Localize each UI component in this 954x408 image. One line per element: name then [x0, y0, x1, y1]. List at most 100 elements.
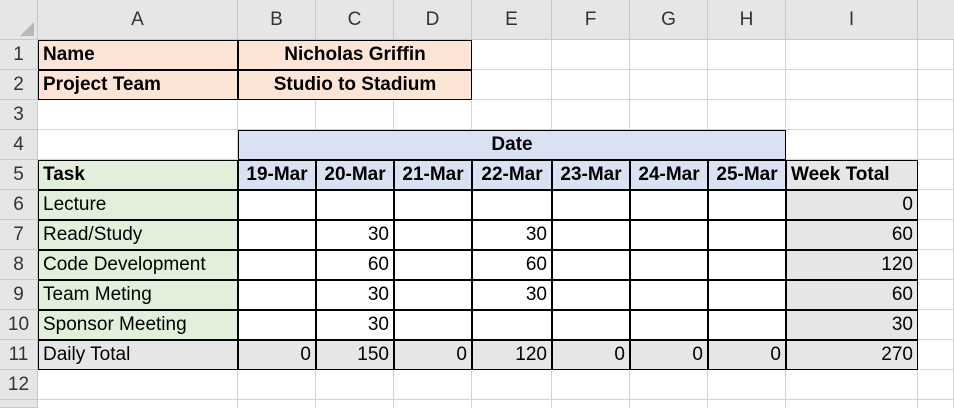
grid-cell[interactable]	[38, 370, 238, 400]
date-column-header-21-mar[interactable]: 21-Mar	[394, 160, 472, 190]
grid-cell[interactable]	[472, 70, 552, 100]
row-header-10[interactable]: 10	[0, 310, 38, 340]
grid-cell[interactable]	[552, 70, 630, 100]
grid-cell[interactable]	[238, 100, 316, 130]
task-value-cell[interactable]	[394, 220, 472, 250]
daily-total-cell[interactable]: 0	[394, 340, 472, 370]
task-value-cell[interactable]	[630, 250, 708, 280]
daily-total-label-cell[interactable]: Daily Total	[38, 340, 238, 370]
grid-cell[interactable]	[708, 370, 786, 400]
daily-total-cell[interactable]: 150	[316, 340, 394, 370]
column-header-f[interactable]: F	[552, 0, 630, 40]
task-value-cell[interactable]	[708, 190, 786, 220]
task-value-cell[interactable]	[238, 310, 316, 340]
grid-cell[interactable]	[918, 310, 954, 340]
date-column-header-24-mar[interactable]: 24-Mar	[630, 160, 708, 190]
column-header-c[interactable]: C	[316, 0, 394, 40]
date-header-cell[interactable]: Date	[238, 130, 786, 160]
grid-cell[interactable]	[472, 100, 552, 130]
row-header-2[interactable]: 2	[0, 70, 38, 100]
column-header-e[interactable]: E	[472, 0, 552, 40]
task-value-cell[interactable]	[552, 190, 630, 220]
task-week-total-cell[interactable]: 30	[786, 310, 918, 340]
task-value-cell[interactable]	[394, 280, 472, 310]
row-header-7[interactable]: 7	[0, 220, 38, 250]
grid-cell[interactable]	[918, 160, 954, 190]
grid-cell[interactable]	[708, 70, 786, 100]
task-value-cell[interactable]	[552, 220, 630, 250]
grid-cell[interactable]	[786, 130, 918, 160]
column-header-a[interactable]: A	[38, 0, 238, 40]
grid-cell[interactable]	[786, 100, 918, 130]
task-value-cell[interactable]	[394, 190, 472, 220]
task-value-cell[interactable]	[708, 250, 786, 280]
task-value-cell[interactable]	[708, 220, 786, 250]
task-value-cell[interactable]	[552, 280, 630, 310]
grid-cell[interactable]	[918, 370, 954, 400]
grid-cell[interactable]	[238, 370, 316, 400]
team-value-cell[interactable]: Studio to Stadium	[238, 70, 472, 100]
grid-cell[interactable]	[786, 370, 918, 400]
date-column-header-25-mar[interactable]: 25-Mar	[708, 160, 786, 190]
grid-cell[interactable]	[918, 100, 954, 130]
row-header-1[interactable]: 1	[0, 40, 38, 70]
task-name-cell[interactable]: Lecture	[38, 190, 238, 220]
task-value-cell[interactable]	[238, 280, 316, 310]
task-value-cell[interactable]: 30	[472, 280, 552, 310]
task-value-cell[interactable]	[630, 310, 708, 340]
task-value-cell[interactable]: 30	[316, 280, 394, 310]
week-total-header-cell[interactable]: Week Total	[786, 160, 918, 190]
task-name-cell[interactable]: Code Development	[38, 250, 238, 280]
grid-cell[interactable]	[630, 100, 708, 130]
row-header-4[interactable]: 4	[0, 130, 38, 160]
column-header-d[interactable]: D	[394, 0, 472, 40]
grid-cell[interactable]	[786, 40, 918, 70]
grid-cell[interactable]	[630, 40, 708, 70]
grid-cell[interactable]	[786, 70, 918, 100]
task-name-cell[interactable]: Read/Study	[38, 220, 238, 250]
team-label-cell[interactable]: Project Team	[38, 70, 238, 100]
column-header-b[interactable]: B	[238, 0, 316, 40]
grid-cell[interactable]	[918, 220, 954, 250]
daily-total-cell[interactable]: 0	[552, 340, 630, 370]
task-value-cell[interactable]	[630, 220, 708, 250]
task-value-cell[interactable]	[472, 190, 552, 220]
column-header-h[interactable]: H	[708, 0, 786, 40]
task-value-cell[interactable]	[394, 250, 472, 280]
row-header-11[interactable]: 11	[0, 340, 38, 370]
task-name-cell[interactable]: Team Meting	[38, 280, 238, 310]
row-header-12[interactable]: 12	[0, 370, 38, 400]
task-value-cell[interactable]	[238, 220, 316, 250]
grid-cell[interactable]	[630, 70, 708, 100]
grid-cell[interactable]	[394, 370, 472, 400]
task-value-cell[interactable]	[316, 190, 394, 220]
column-header-g[interactable]: G	[630, 0, 708, 40]
task-name-cell[interactable]: Sponsor Meeting	[38, 310, 238, 340]
name-label-cell[interactable]: Name	[38, 40, 238, 70]
grid-cell[interactable]	[918, 280, 954, 310]
grid-cell[interactable]	[918, 190, 954, 220]
task-value-cell[interactable]	[708, 280, 786, 310]
row-header-3[interactable]: 3	[0, 100, 38, 130]
task-week-total-cell[interactable]: 60	[786, 220, 918, 250]
grid-cell[interactable]	[918, 340, 954, 370]
task-week-total-cell[interactable]: 120	[786, 250, 918, 280]
task-header-cell[interactable]: Task	[38, 160, 238, 190]
grid-cell[interactable]	[38, 100, 238, 130]
task-week-total-cell[interactable]: 60	[786, 280, 918, 310]
task-value-cell[interactable]	[238, 250, 316, 280]
date-column-header-22-mar[interactable]: 22-Mar	[472, 160, 552, 190]
row-header-8[interactable]: 8	[0, 250, 38, 280]
column-header-extra[interactable]	[918, 0, 954, 40]
task-value-cell[interactable]	[630, 280, 708, 310]
grid-cell[interactable]	[708, 100, 786, 130]
column-header-i[interactable]: I	[786, 0, 918, 40]
grid-cell[interactable]	[630, 370, 708, 400]
grid-cell[interactable]	[918, 250, 954, 280]
date-column-header-20-mar[interactable]: 20-Mar	[316, 160, 394, 190]
task-value-cell[interactable]: 60	[316, 250, 394, 280]
grid-cell[interactable]	[472, 370, 552, 400]
task-value-cell[interactable]	[630, 190, 708, 220]
grid-cell[interactable]	[316, 370, 394, 400]
task-value-cell[interactable]: 30	[316, 220, 394, 250]
